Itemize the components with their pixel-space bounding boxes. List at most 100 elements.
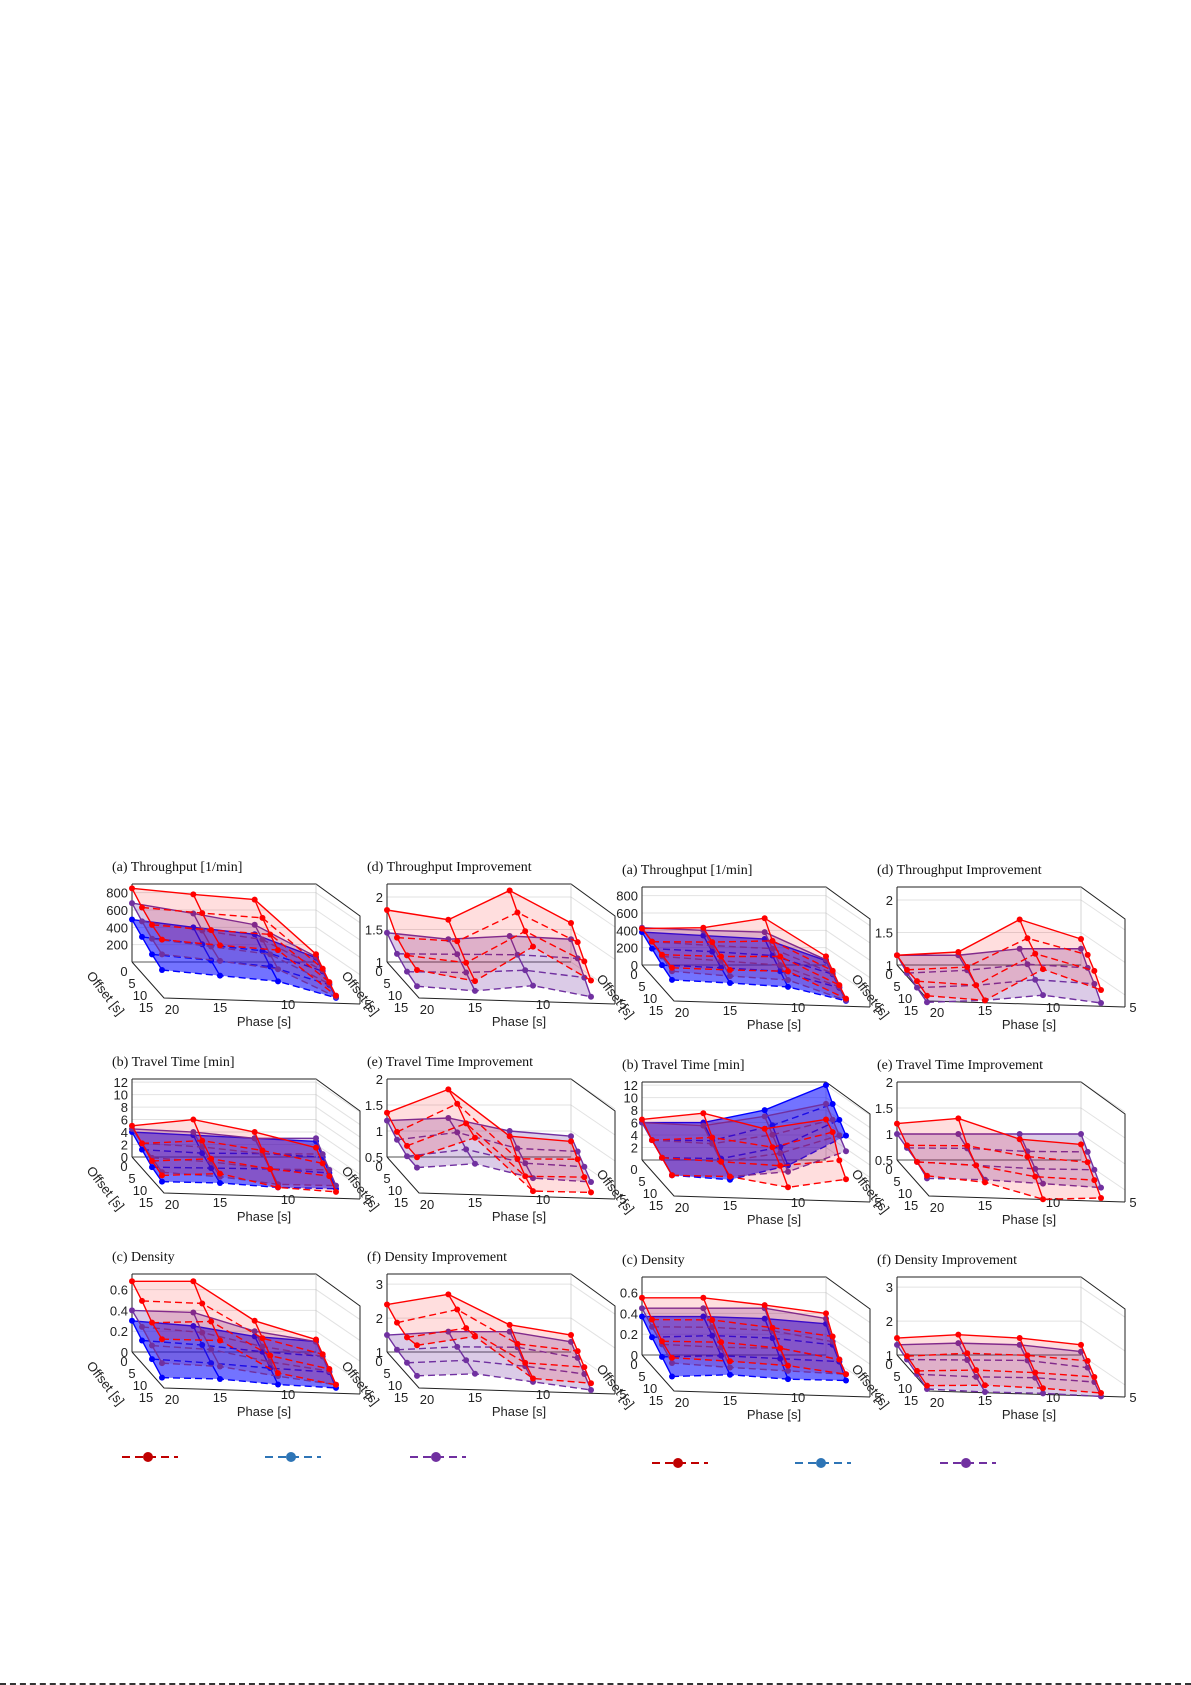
svg-text:15: 15: [213, 1195, 227, 1210]
svg-text:10: 10: [791, 1390, 805, 1405]
panel-left-travel-time-improvement: (e) Travel Time Improvement 0.5 1 1.5 2 20 15…: [335, 1055, 627, 1250]
panel-title: (b) Travel Time [min]: [622, 1058, 745, 1073]
svg-text:0: 0: [630, 967, 637, 982]
svg-text:5: 5: [364, 1192, 371, 1207]
svg-text:15: 15: [649, 1003, 663, 1018]
svg-text:0: 0: [120, 1159, 127, 1174]
svg-text:0: 0: [121, 1345, 128, 1360]
svg-text:5: 5: [874, 1390, 881, 1405]
panel-title: (a) Throughput [1/min]: [622, 863, 753, 878]
panel-title: (d) Throughput Improvement: [877, 863, 1042, 878]
svg-text:6: 6: [631, 1116, 638, 1131]
svg-text:8: 8: [121, 1100, 128, 1115]
svg-text:15: 15: [468, 1390, 482, 1405]
page-bottom-border: [0, 1683, 1191, 1685]
svg-text:20: 20: [420, 1002, 434, 1017]
svg-text:0: 0: [631, 958, 638, 973]
svg-text:5: 5: [1129, 1195, 1136, 1210]
svg-text:10: 10: [643, 1381, 657, 1396]
svg-text:5: 5: [1129, 1000, 1136, 1015]
panel-left-density: (c) Density 0 0.2 0.4 0.6 20 15 10 5 Phase [s] 0 5…: [80, 1250, 372, 1445]
svg-text:0: 0: [120, 1354, 127, 1369]
svg-text:20: 20: [165, 1392, 179, 1407]
svg-text:2: 2: [886, 1314, 893, 1329]
svg-text:5: 5: [364, 1387, 371, 1402]
legend-marker-purple-icon: [940, 1458, 996, 1468]
svg-text:0: 0: [885, 1162, 892, 1177]
svg-text:5: 5: [383, 1366, 390, 1381]
svg-text:Phase [s]: Phase [s]: [237, 1209, 291, 1224]
svg-text:15: 15: [139, 1000, 153, 1015]
svg-text:15: 15: [139, 1195, 153, 1210]
svg-text:10: 10: [898, 991, 912, 1006]
svg-text:5: 5: [893, 1174, 900, 1189]
svg-text:0.6: 0.6: [110, 1283, 128, 1298]
legend-marker-purple-icon: [410, 1452, 466, 1462]
svg-text:4: 4: [121, 1125, 128, 1140]
svg-text:Phase [s]: Phase [s]: [747, 1017, 801, 1032]
panel-title: (f) Density Improvement: [877, 1253, 1017, 1268]
svg-text:2: 2: [376, 890, 383, 905]
svg-text:10: 10: [898, 1381, 912, 1396]
svg-text:10: 10: [1046, 1000, 1060, 1015]
svg-text:15: 15: [904, 1198, 918, 1213]
svg-text:5: 5: [128, 976, 135, 991]
svg-text:15: 15: [468, 1195, 482, 1210]
svg-text:8: 8: [631, 1103, 638, 1118]
panel-right-density-improvement: (f) Density Improvement 1 2 3 20 15 10 5 Phase …: [845, 1253, 1137, 1448]
svg-text:Phase [s]: Phase [s]: [1002, 1407, 1056, 1422]
svg-text:5: 5: [893, 979, 900, 994]
svg-text:0.5: 0.5: [365, 1150, 383, 1165]
svg-text:15: 15: [978, 1198, 992, 1213]
svg-text:2: 2: [886, 1075, 893, 1090]
panel-left-density-improvement: (f) Density Improvement 1 2 3 20 15 10 5 Phase …: [335, 1250, 627, 1445]
panel-title: (e) Travel Time Improvement: [877, 1058, 1044, 1073]
svg-text:15: 15: [139, 1390, 153, 1405]
svg-text:0.5: 0.5: [875, 1153, 893, 1168]
svg-text:1.5: 1.5: [365, 1098, 383, 1113]
legend-marker-red-icon: [122, 1452, 178, 1462]
svg-text:12: 12: [114, 1075, 128, 1090]
svg-text:0: 0: [631, 1348, 638, 1363]
panel-title: (d) Throughput Improvement: [367, 860, 532, 875]
svg-text:400: 400: [106, 920, 128, 935]
svg-text:5: 5: [1129, 1390, 1136, 1405]
svg-text:20: 20: [165, 1197, 179, 1212]
svg-text:0: 0: [375, 1354, 382, 1369]
svg-text:600: 600: [616, 906, 638, 921]
svg-text:Phase [s]: Phase [s]: [1002, 1017, 1056, 1032]
svg-text:15: 15: [978, 1393, 992, 1408]
svg-text:400: 400: [616, 923, 638, 938]
panel-right-throughput: (a) Throughput [1/min] 0 200 400 600 800 20 15…: [590, 863, 882, 1058]
svg-text:0.2: 0.2: [110, 1324, 128, 1339]
svg-text:12: 12: [624, 1078, 638, 1093]
svg-text:2: 2: [886, 893, 893, 908]
svg-text:5: 5: [128, 1171, 135, 1186]
panel-title: (c) Density: [112, 1250, 175, 1265]
svg-text:Phase [s]: Phase [s]: [492, 1014, 546, 1029]
svg-text:10: 10: [536, 997, 550, 1012]
svg-text:1.5: 1.5: [875, 1101, 893, 1116]
svg-text:0: 0: [630, 1162, 637, 1177]
svg-text:200: 200: [106, 938, 128, 953]
svg-text:10: 10: [388, 1378, 402, 1393]
svg-text:5: 5: [638, 1174, 645, 1189]
svg-text:2: 2: [376, 1072, 383, 1087]
svg-text:1: 1: [376, 955, 383, 970]
panel-title: (b) Travel Time [min]: [112, 1055, 235, 1070]
svg-text:6: 6: [121, 1113, 128, 1128]
svg-text:800: 800: [106, 886, 128, 901]
svg-text:0.6: 0.6: [620, 1286, 638, 1301]
svg-text:10: 10: [624, 1091, 638, 1106]
svg-text:3: 3: [886, 1280, 893, 1295]
panel-left-travel-time: (b) Travel Time [min] 0 2 4 6 8 10 12 20 15 10 5 Ph…: [80, 1055, 372, 1250]
svg-text:200: 200: [616, 941, 638, 956]
panel-title: (a) Throughput [1/min]: [112, 860, 243, 875]
legend-right: [650, 1456, 1050, 1476]
svg-text:5: 5: [383, 1171, 390, 1186]
